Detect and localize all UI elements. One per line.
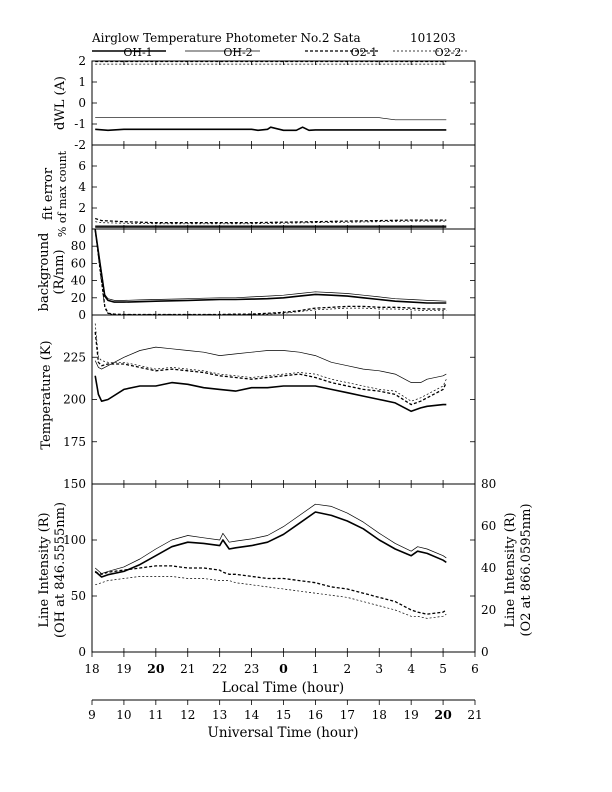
dwl-series-oh1 [95,126,447,132]
legend-item-o22: O2-2 [393,46,468,59]
fit-ytick-label: 4 [78,180,86,194]
fit-ytick-label: 2 [78,201,86,215]
background-series-o22 [94,229,447,315]
legend-label-o21: O2-1 [351,46,378,59]
x-ut-tick-label: 12 [180,708,195,722]
x-ut-tick-label: 11 [148,708,163,722]
dwl-ytick-label: 1 [78,75,86,89]
x-ut-tick-label: 17 [340,708,355,722]
legend-label-o22: O2-2 [435,46,462,59]
fit-ylabel2: % of max count [56,150,69,237]
background-series-oh1 [94,229,447,304]
x-local-tick-label: 2 [344,662,352,676]
x-ut-tick-label: 14 [244,708,260,722]
dwl-ytick-label: 2 [78,54,86,68]
x-local-label: Local Time (hour) [222,680,344,696]
x-ut-tick-label: 9 [88,708,96,722]
legend-item-o21: O2-1 [305,46,380,59]
panel-dwl-frame [91,60,476,146]
figure-date: 101203 [410,31,456,45]
x-local-tick-label: 20 [147,661,165,676]
x-local-tick-label: 18 [84,662,99,676]
intensity-ylabel-right2: (O2 at 866.0595nm) [519,503,534,636]
x-ut-tick-label: 20 [434,707,452,722]
fit-ytick-label: 0 [78,222,86,236]
temperature-series-o22 [94,323,447,402]
intensity-series-o22 [95,576,447,619]
x-ut-tick-label: 21 [467,708,482,722]
intensity-ytick-label: 150 [63,477,86,491]
x-ut-tick-label: 18 [372,708,387,722]
background-series-o21 [94,229,447,316]
intensity-series-oh1 [94,511,447,578]
x-local-tick-label: 0 [279,661,288,676]
legend-label-oh1: OH-1 [123,46,152,59]
intensity-ytick-label: 50 [71,589,86,603]
intensity-ytick-label-right: 20 [481,603,496,617]
dwl-ytick-label: -2 [74,138,86,152]
legend-item-oh2: OH-2 [185,46,260,59]
background-series-oh2 [94,229,447,302]
dwl-ytick-label: -1 [74,117,86,131]
intensity-ytick-label-right: 80 [481,477,496,491]
temperature-ytick-label: 175 [63,435,86,449]
background-ylabel2: (R/nm) [52,249,67,294]
intensity-ytick-label-right: 40 [481,561,496,575]
legend: OH-1 OH-2 O2-1 O2-2 [92,46,468,59]
temperature-series-o21 [94,331,447,406]
x-local-tick-label: 21 [180,662,195,676]
chart-marks: 210-1-2642080604020022520017515010050080… [63,54,496,722]
temperature-ylabel: Temperature (K) [39,340,54,449]
temperature-series-oh1 [94,375,447,413]
intensity-ytick-label-right: 60 [481,519,496,533]
x-ut-label: Universal Time (hour) [208,725,359,741]
fit-ytick-label: 6 [78,159,86,173]
dwl-series-oh2 [95,117,447,121]
x-ut-tick-label: 19 [404,708,419,722]
background-ytick-label: 20 [71,291,86,305]
background-ytick-label: 0 [78,308,86,322]
intensity-ylabel2: (OH at 846.5555nm) [53,502,68,638]
temperature-ytick-label: 225 [63,350,86,364]
dwl-ytick-label: 0 [78,96,86,110]
x-ut-tick-label: 10 [116,708,131,722]
intensity-ylabel: Line Intensity (R) [37,512,52,627]
x-local-tick-label: 6 [471,662,479,676]
x-local-tick-label: 5 [439,662,447,676]
x-local-tick-label: 4 [407,662,415,676]
background-ytick-label: 80 [71,239,86,253]
x-local-tick-label: 23 [244,662,259,676]
panel-intensity-frame [91,483,476,653]
x-ut-tick-label: 13 [212,708,227,722]
legend-item-oh1: OH-1 [92,46,166,59]
fit-ylabel: fit error [41,167,56,220]
x-local-tick-label: 22 [212,662,227,676]
x-ut-tick-label: 15 [276,708,291,722]
intensity-ytick-label-right: 0 [481,645,489,659]
background-ylabel: background [37,233,52,312]
figure-title: Airglow Temperature Photometer No.2 Sata [91,31,361,45]
x-local-tick-label: 3 [375,662,383,676]
legend-label-oh2: OH-2 [223,46,252,59]
intensity-ylabel-right: Line Intensity (R) [503,512,518,627]
intensity-ytick-label: 0 [78,645,86,659]
background-ytick-label: 40 [71,274,86,288]
background-ytick-label: 60 [71,256,86,270]
fit-series-o22 [95,220,447,225]
temperature-series-oh2 [94,346,447,383]
fit-series-o21 [94,217,447,224]
x-ut-tick-label: 16 [308,708,323,722]
intensity-ytick-label: 100 [63,533,86,547]
intensity-series-oh2 [94,503,447,574]
panel-fit-frame [91,144,476,230]
x-local-tick-label: 19 [116,662,131,676]
dwl-ylabel: dWL (A) [53,76,68,130]
temperature-ytick-label: 200 [63,393,86,407]
panel-temperature-frame [91,314,476,485]
intensity-series-o21 [94,565,447,615]
x-local-tick-label: 1 [312,662,320,676]
